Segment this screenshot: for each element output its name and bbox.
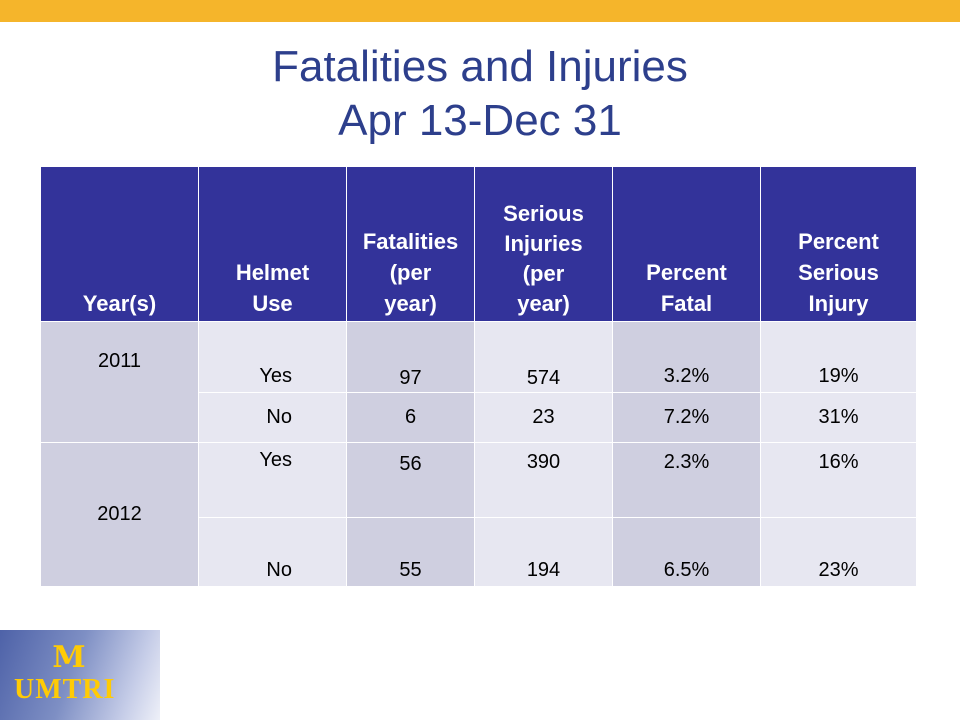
- header-percent-fatal: Percent Fatal: [612, 166, 761, 322]
- title-line-2: Apr 13-Dec 31: [338, 96, 622, 145]
- serious-injuries-cell: 574: [474, 321, 613, 393]
- header-fatalities: Fatalities (per year): [346, 166, 475, 322]
- header-serious-line3: (per: [522, 261, 565, 286]
- header-serious-line2: Injuries: [504, 231, 583, 256]
- percent-serious-cell: 19%: [760, 321, 917, 393]
- helmet-cell: Yes: [198, 442, 347, 518]
- data-table: Year(s) Helmet Use Fatalities (per year)…: [40, 166, 917, 587]
- percent-fatal-cell: 6.5%: [612, 517, 761, 587]
- percent-serious-cell: 31%: [760, 392, 917, 443]
- year-cell-2012: 2012: [40, 442, 199, 587]
- header-percent-serious-injury: Percent Serious Injury: [760, 166, 917, 322]
- header-fatalities-line1: Fatalities: [362, 229, 459, 254]
- serious-injuries-cell: 390: [474, 442, 613, 518]
- header-row: Year(s) Helmet Use Fatalities (per year)…: [40, 166, 917, 322]
- serious-injuries-cell: 23: [474, 392, 613, 443]
- fatalities-cell: 55: [346, 517, 475, 587]
- header-year-label: Year(s): [82, 291, 157, 316]
- fatalities-cell: 97: [346, 321, 475, 393]
- header-pct-serious-line2: Serious: [798, 260, 879, 285]
- table-row: No 55 194 6.5% 23%: [41, 517, 917, 587]
- percent-fatal-cell: 7.2%: [612, 392, 761, 443]
- percent-fatal-cell: 2.3%: [612, 442, 761, 518]
- umtri-logo: M UMTRI: [0, 630, 160, 720]
- table-row: 2011 Yes 97 574 3.2% 19%: [40, 321, 917, 443]
- header-year: Year(s): [40, 166, 199, 322]
- header-serious-line1: Serious: [503, 201, 584, 226]
- percent-serious-cell: 16%: [760, 442, 917, 518]
- header-pct-serious-line1: Percent: [798, 229, 879, 254]
- year-cell-2011: 2011: [40, 321, 199, 443]
- logo-text: UMTRI: [14, 674, 116, 705]
- top-accent-bar: [0, 0, 960, 22]
- slide-title: Fatalities and Injuries Apr 13-Dec 31: [0, 40, 960, 148]
- header-pct-fatal-line2: Fatal: [660, 291, 713, 316]
- header-fatalities-line3: year): [384, 291, 437, 316]
- fatalities-cell: 6: [346, 392, 475, 443]
- header-helmet-use: Helmet Use: [198, 166, 347, 322]
- table-row: 2012 Yes 56 390 2.3% 16%: [40, 442, 917, 587]
- helmet-cell: Yes: [198, 321, 347, 393]
- header-helmet-line2: Use: [252, 291, 293, 316]
- header-serious-line4: year): [517, 291, 570, 316]
- header-helmet-line1: Helmet: [235, 260, 310, 285]
- percent-fatal-cell: 3.2%: [612, 321, 761, 393]
- percent-serious-cell: 23%: [760, 517, 917, 587]
- helmet-cell: No: [198, 517, 347, 587]
- header-pct-serious-line3: Injury: [808, 291, 869, 316]
- header-pct-fatal-line1: Percent: [646, 260, 727, 285]
- table-row: No 6 23 7.2% 31%: [41, 392, 917, 443]
- title-line-1: Fatalities and Injuries: [272, 42, 688, 91]
- helmet-cell: No: [198, 392, 347, 443]
- header-fatalities-line2: (per: [389, 260, 432, 285]
- header-serious-injuries: Serious Injuries (per year): [474, 166, 613, 322]
- block-m-icon: M: [52, 640, 86, 675]
- serious-injuries-cell: 194: [474, 517, 613, 587]
- fatalities-cell: 56: [346, 442, 475, 518]
